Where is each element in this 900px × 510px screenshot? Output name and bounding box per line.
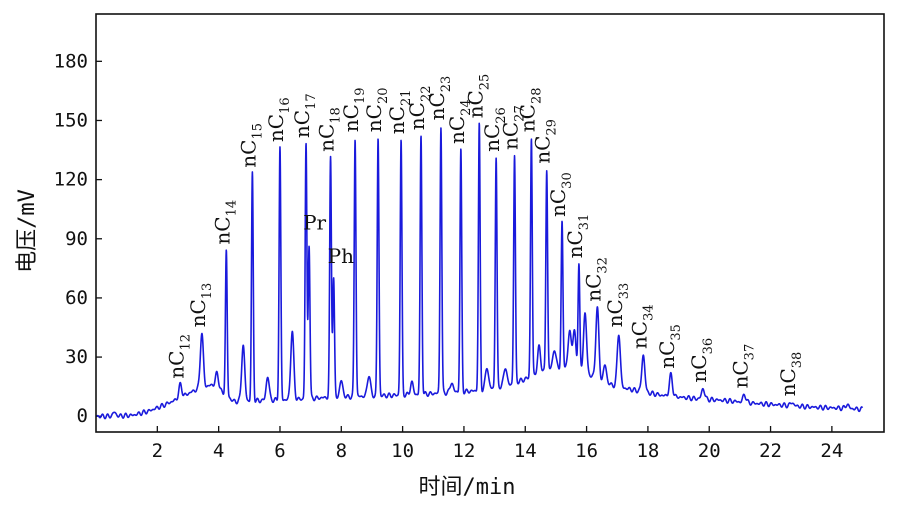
peak-label: nC25 [463, 74, 492, 119]
peak-label: nC36 [687, 338, 716, 383]
peak-label: nC19 [339, 87, 368, 132]
peak-label: Ph [328, 244, 354, 268]
peak-label: nC13 [186, 283, 215, 328]
y-axis-title: 电压/mV [15, 189, 40, 273]
peak-label: nC21 [385, 89, 414, 134]
y-tick-label: 60 [65, 287, 88, 309]
y-tick-label: 180 [54, 50, 88, 72]
y-tick-labels: 0 30 60 90 120 150 180 [54, 50, 88, 427]
peak-label: nC32 [581, 257, 610, 302]
peak-label: nC23 [425, 76, 454, 121]
peak-label: nC27 [499, 105, 528, 150]
x-tick-label: 10 [391, 440, 414, 462]
y-tick-label: 150 [54, 109, 88, 131]
peak-label: nC17 [290, 93, 319, 138]
x-tick-label: 14 [514, 440, 537, 462]
peak-label: nC30 [546, 172, 575, 217]
peak-label: Pr [303, 211, 326, 235]
peak-label: nC37 [729, 344, 758, 389]
plot-frame [95, 13, 885, 433]
peak-label: nC33 [603, 283, 632, 328]
peak-label: nC34 [627, 304, 656, 349]
peak-label: nC26 [480, 107, 509, 152]
x-tick-label: 8 [336, 440, 347, 462]
peak-label: nC28 [515, 87, 544, 132]
y-tick-label: 30 [65, 346, 88, 368]
x-tick-label: 20 [698, 440, 721, 462]
x-tick-label: 16 [575, 440, 598, 462]
signal-line [95, 122, 864, 420]
peak-label: nC22 [405, 85, 434, 130]
y-tick-label: 90 [65, 228, 88, 250]
y-tick-label: 0 [77, 405, 88, 427]
peak-label: nC14 [210, 200, 239, 245]
x-tick-label: 6 [274, 440, 285, 462]
peak-label: nC31 [563, 214, 592, 259]
peak-label: nC16 [264, 97, 293, 142]
peak-label: nC15 [236, 123, 265, 168]
peak-label: nC29 [531, 119, 560, 164]
x-tick-label: 24 [820, 440, 843, 462]
x-tick-label: 2 [152, 440, 163, 462]
peak-label: nC35 [655, 324, 684, 369]
x-tick-label: 22 [759, 440, 782, 462]
peak-label: nC38 [776, 352, 805, 397]
peak-label: nC12 [164, 334, 193, 379]
peak-label: nC20 [362, 87, 391, 132]
peak-label: nC18 [315, 107, 344, 152]
x-tick-labels: 2 4 6 8 10 12 14 16 18 20 22 24 [152, 440, 844, 462]
x-tick-label: 18 [636, 440, 659, 462]
y-tick-label: 120 [54, 169, 88, 191]
peak-label: nC24 [445, 99, 474, 144]
x-tick-label: 4 [213, 440, 224, 462]
x-axis-title: 时间/min [419, 475, 516, 500]
x-tick-label: 12 [452, 440, 475, 462]
